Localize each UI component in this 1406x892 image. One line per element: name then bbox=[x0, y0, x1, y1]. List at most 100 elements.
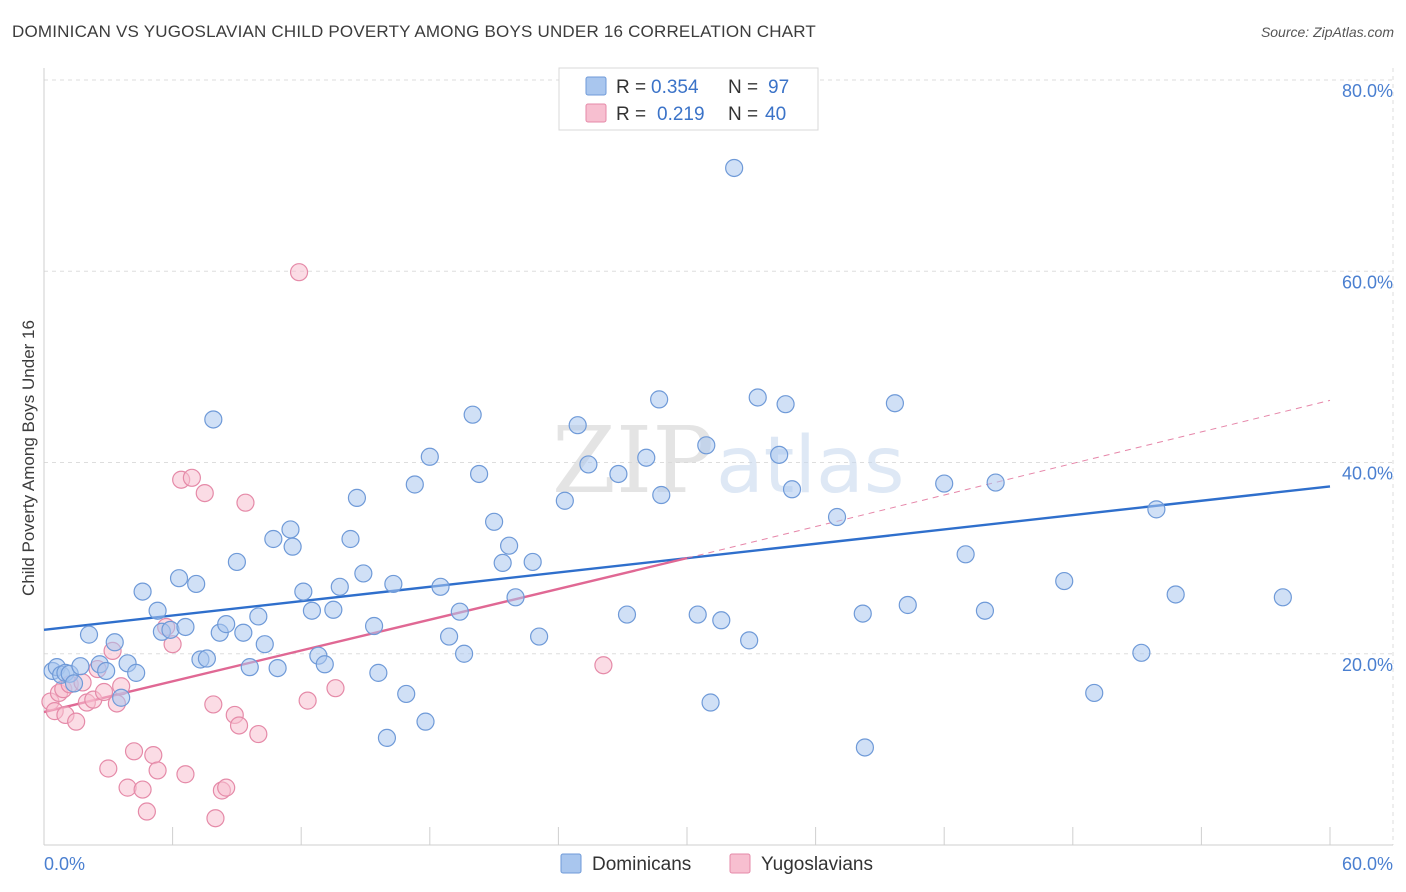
y-tick-label-1: 40.0% bbox=[1342, 464, 1393, 484]
dominicans-point-52 bbox=[431, 577, 450, 596]
dominicans-point-25 bbox=[217, 615, 236, 634]
dominicans-point-7 bbox=[79, 625, 99, 644]
dominicans-point-11 bbox=[112, 688, 131, 707]
dominicans-point-13 bbox=[127, 663, 146, 682]
dominicans-point-70 bbox=[650, 390, 669, 409]
yugoslavians-point-27 bbox=[204, 695, 223, 714]
dominicans-point-92 bbox=[1085, 683, 1104, 703]
bottom-legend-swatch-yugoslavians bbox=[729, 853, 751, 874]
dominicans-point-17 bbox=[161, 620, 180, 639]
yugoslavians-point-35 bbox=[289, 263, 309, 282]
dominicans-point-60 bbox=[500, 536, 519, 555]
yugoslavians-point-17 bbox=[124, 742, 144, 761]
dominicans-point-63 bbox=[530, 627, 549, 646]
dominicans-point-9 bbox=[97, 661, 116, 681]
dominicans-point-32 bbox=[268, 658, 287, 678]
dominicans-point-76 bbox=[725, 158, 744, 178]
yugoslavians-point-19 bbox=[137, 802, 156, 821]
x-tick-label-1: 60.0% bbox=[1342, 854, 1393, 874]
dominicans-point-72 bbox=[688, 605, 707, 624]
dominicans-point-61 bbox=[506, 588, 525, 607]
dominicans-point-29 bbox=[249, 607, 268, 626]
bottom-legend-dominicans: Dominicans bbox=[592, 854, 691, 875]
dominicans-point-90 bbox=[986, 473, 1005, 492]
y-tick-label-0: 20.0% bbox=[1342, 655, 1393, 675]
dominicans-point-44 bbox=[364, 616, 384, 636]
dominicans-point-30 bbox=[255, 635, 274, 654]
y-axis-label: Child Poverty Among Boys Under 16 bbox=[19, 320, 38, 596]
dominicans-point-46 bbox=[377, 728, 397, 748]
y-tick-labels: 20.0% 40.0% 60.0% 80.0% bbox=[1342, 81, 1393, 675]
dominicans-point-66 bbox=[579, 455, 598, 474]
dominicans-point-39 bbox=[324, 600, 343, 619]
dominicans-point-40 bbox=[330, 577, 349, 596]
dominicans-point-20 bbox=[187, 574, 206, 594]
dominicans-point-59 bbox=[493, 553, 512, 573]
yugoslavians-point-37 bbox=[326, 679, 345, 698]
dominicans-point-48 bbox=[397, 684, 416, 704]
yugoslavians-point-38 bbox=[594, 656, 613, 675]
yugoslavians-point-39 bbox=[176, 765, 195, 784]
legend-swatch-yugoslavians bbox=[585, 103, 607, 123]
dominicans-point-82 bbox=[827, 507, 847, 527]
dominicans-point-78 bbox=[748, 388, 767, 407]
trend-line-yugoslavians-2 bbox=[686, 399, 1331, 559]
yugoslavians-point-34 bbox=[249, 724, 268, 744]
dominicans-point-23 bbox=[204, 410, 223, 429]
dominicans-point-10 bbox=[105, 633, 124, 652]
dominicans-point-50 bbox=[416, 712, 435, 731]
yugoslavians-point-16 bbox=[118, 778, 137, 797]
dominicans-point-53 bbox=[439, 627, 459, 646]
dominicans-point-89 bbox=[975, 601, 995, 620]
dominicans-point-64 bbox=[555, 491, 574, 510]
dominicans-point-81 bbox=[782, 480, 802, 499]
dominicans-point-51 bbox=[420, 447, 439, 466]
dominicans-point-27 bbox=[234, 623, 253, 642]
dominicans-point-5 bbox=[64, 674, 84, 693]
watermark: ZIP atlas bbox=[552, 407, 905, 514]
dominicans-point-6 bbox=[71, 657, 90, 676]
dominicans-point-58 bbox=[485, 512, 504, 531]
chart-title: DOMINICAN VS YUGOSLAVIAN CHILD POVERTY A… bbox=[12, 22, 816, 41]
dominicans-point-47 bbox=[384, 574, 403, 594]
y-tick-label-2: 60.0% bbox=[1342, 272, 1393, 292]
dominicans-point-35 bbox=[294, 582, 313, 601]
yugoslavians-point-36 bbox=[298, 691, 317, 710]
dominicans-point-43 bbox=[354, 564, 373, 583]
dominicans-point-15 bbox=[148, 601, 167, 620]
dominicans-point-45 bbox=[369, 663, 388, 682]
legend-n-value-1: 97 bbox=[768, 77, 789, 98]
bottom-legend-yugoslavians: Yugoslavians bbox=[761, 854, 873, 875]
legend-r-value-2: 0.219 bbox=[657, 104, 705, 125]
dominicans-point-83 bbox=[853, 604, 872, 623]
legend-r-value-1: 0.354 bbox=[651, 77, 699, 98]
dominicans-point-67 bbox=[609, 464, 628, 484]
dominicans-point-54 bbox=[450, 602, 469, 621]
yugoslavians-point-12 bbox=[99, 759, 118, 778]
axes bbox=[43, 68, 1393, 846]
dominicans-point-65 bbox=[568, 416, 587, 435]
yugoslavians-point-21 bbox=[148, 761, 167, 780]
dominicans-point-85 bbox=[885, 394, 905, 413]
dominicans-point-41 bbox=[341, 529, 360, 549]
yugoslavians-point-20 bbox=[144, 746, 163, 765]
yugoslavians-point-26 bbox=[195, 484, 214, 503]
yugoslavians-point-28 bbox=[206, 809, 225, 828]
top-legend: R = 0.354 N = 97 R = 0.219 N = 40 bbox=[558, 67, 819, 131]
dominicans-point-94 bbox=[1147, 500, 1166, 519]
dominicans-point-33 bbox=[281, 520, 300, 539]
dominicans-point-38 bbox=[315, 655, 334, 674]
dominicans-point-56 bbox=[463, 405, 482, 424]
dominicans-point-31 bbox=[264, 529, 283, 549]
bottom-legend-swatch-dominicans bbox=[560, 853, 582, 874]
legend-n-label-2: N = bbox=[728, 104, 758, 125]
dominicans-point-75 bbox=[712, 611, 731, 630]
yugoslavians-point-25 bbox=[182, 468, 201, 487]
dominicans-point-71 bbox=[652, 485, 671, 505]
legend-swatch-dominicans bbox=[585, 76, 607, 96]
dominicans-point-73 bbox=[697, 436, 716, 455]
dominicans-point-57 bbox=[469, 464, 489, 484]
legend-n-value-2: 40 bbox=[765, 104, 786, 125]
dominicans-point-14 bbox=[133, 582, 152, 601]
